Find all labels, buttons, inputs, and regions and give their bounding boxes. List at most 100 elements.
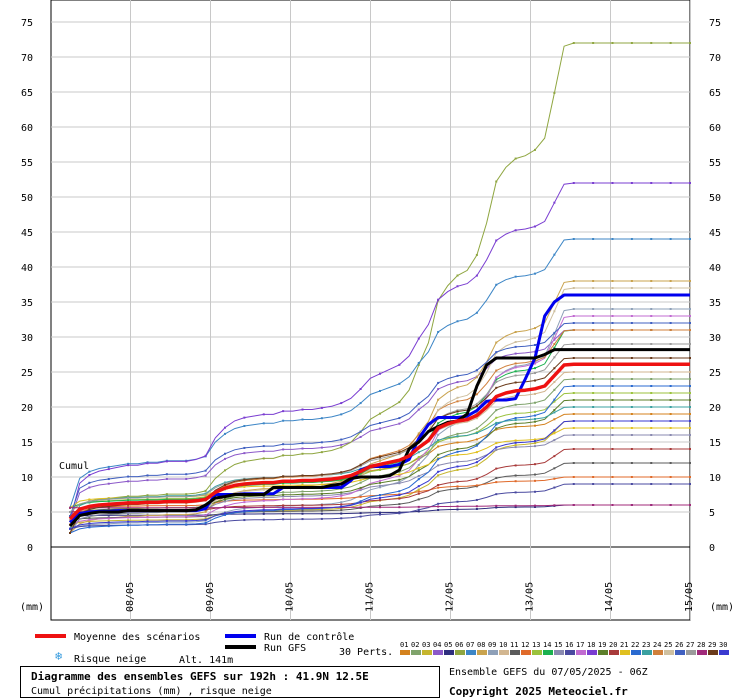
- member-point: [320, 489, 323, 492]
- title-box: Diagramme des ensembles GEFS sur 192h : …: [20, 666, 440, 698]
- member-point: [88, 523, 91, 526]
- member-point: [204, 454, 207, 457]
- member-point: [417, 361, 420, 364]
- member-point: [437, 445, 440, 448]
- member-point: [437, 502, 440, 505]
- y-tick-label-left: 25: [21, 368, 33, 379]
- member-point: [495, 493, 498, 496]
- member-point: [320, 509, 323, 512]
- member-line: [69, 329, 690, 521]
- member-legend-swatch: [510, 650, 520, 655]
- member-point: [495, 381, 498, 384]
- member-point: [204, 523, 207, 526]
- member-point: [592, 42, 595, 44]
- member-point: [320, 504, 323, 506]
- member-point: [495, 421, 498, 424]
- member-point: [262, 508, 265, 511]
- member-point: [320, 492, 323, 495]
- member-point: [340, 402, 343, 405]
- y-tick-label-left: 20: [21, 403, 33, 414]
- member-point: [107, 500, 110, 503]
- member-point: [88, 508, 91, 511]
- member-point: [592, 329, 595, 331]
- member-point: [224, 469, 226, 472]
- member-point: [146, 511, 149, 514]
- member-point: [165, 518, 168, 521]
- member-point: [456, 422, 459, 425]
- member-point: [185, 495, 188, 498]
- member-point: [262, 506, 265, 509]
- member-legend-id: 02: [411, 641, 419, 649]
- member-point: [185, 519, 188, 522]
- member-point: [243, 495, 246, 498]
- member-point: [514, 504, 517, 507]
- member-point: [534, 420, 536, 423]
- member-point: [689, 406, 691, 408]
- x-tick-label: 09/05: [205, 582, 216, 612]
- member-point: [650, 476, 653, 478]
- y-tick-label-left: 5: [27, 508, 33, 519]
- member-point: [475, 451, 478, 454]
- member-point: [456, 485, 459, 488]
- member-point: [224, 432, 226, 435]
- member-point: [592, 378, 595, 380]
- member-point: [437, 470, 440, 473]
- member-point: [495, 428, 498, 431]
- member-point: [650, 462, 653, 464]
- member-point: [301, 490, 304, 493]
- member-point: [107, 513, 110, 516]
- member-point: [553, 477, 556, 480]
- member-point: [107, 468, 110, 471]
- member-point: [243, 446, 246, 449]
- member-point: [689, 392, 691, 394]
- member-point: [572, 476, 575, 478]
- member-point: [437, 298, 440, 301]
- member-point: [514, 352, 517, 355]
- member-point: [282, 506, 285, 509]
- chart-title: Diagramme des ensembles GEFS sur 192h : …: [31, 670, 369, 683]
- member-point: [534, 463, 536, 466]
- member-point: [630, 357, 633, 359]
- member-point: [553, 430, 556, 433]
- member-point: [534, 360, 536, 363]
- member-point: [185, 518, 188, 521]
- y-tick-label-left: 40: [21, 263, 33, 274]
- member-point: [398, 363, 401, 366]
- member-point: [650, 427, 653, 429]
- member-point: [572, 462, 575, 464]
- member-point: [534, 401, 536, 404]
- member-legend-id: 19: [598, 641, 606, 649]
- member-point: [592, 315, 595, 317]
- member-point: [69, 527, 71, 530]
- member-point: [689, 287, 691, 289]
- x-tick-label: 11/05: [365, 582, 376, 612]
- member-point: [475, 505, 478, 508]
- member-point: [611, 483, 614, 485]
- member-point: [669, 42, 672, 44]
- member-point: [243, 519, 246, 522]
- member-point: [456, 381, 459, 384]
- member-point: [437, 388, 440, 391]
- member-point: [379, 486, 381, 489]
- member-point: [301, 506, 304, 509]
- member-point: [146, 521, 149, 524]
- member-point: [572, 42, 575, 44]
- member-point: [611, 448, 614, 450]
- member-point: [650, 385, 653, 387]
- member-point: [127, 506, 130, 509]
- member-point: [417, 505, 420, 508]
- member-point: [262, 498, 265, 501]
- member-point: [514, 229, 517, 232]
- member-point: [417, 433, 420, 436]
- member-point: [456, 374, 459, 377]
- member-point: [398, 490, 401, 493]
- member-point: [301, 474, 304, 477]
- member-point: [689, 504, 691, 506]
- member-point: [185, 506, 188, 509]
- member-point: [379, 412, 381, 415]
- member-point: [553, 418, 556, 421]
- member-point: [417, 498, 420, 501]
- member-point: [553, 331, 556, 334]
- member-point: [340, 446, 343, 449]
- member-point: [572, 287, 575, 289]
